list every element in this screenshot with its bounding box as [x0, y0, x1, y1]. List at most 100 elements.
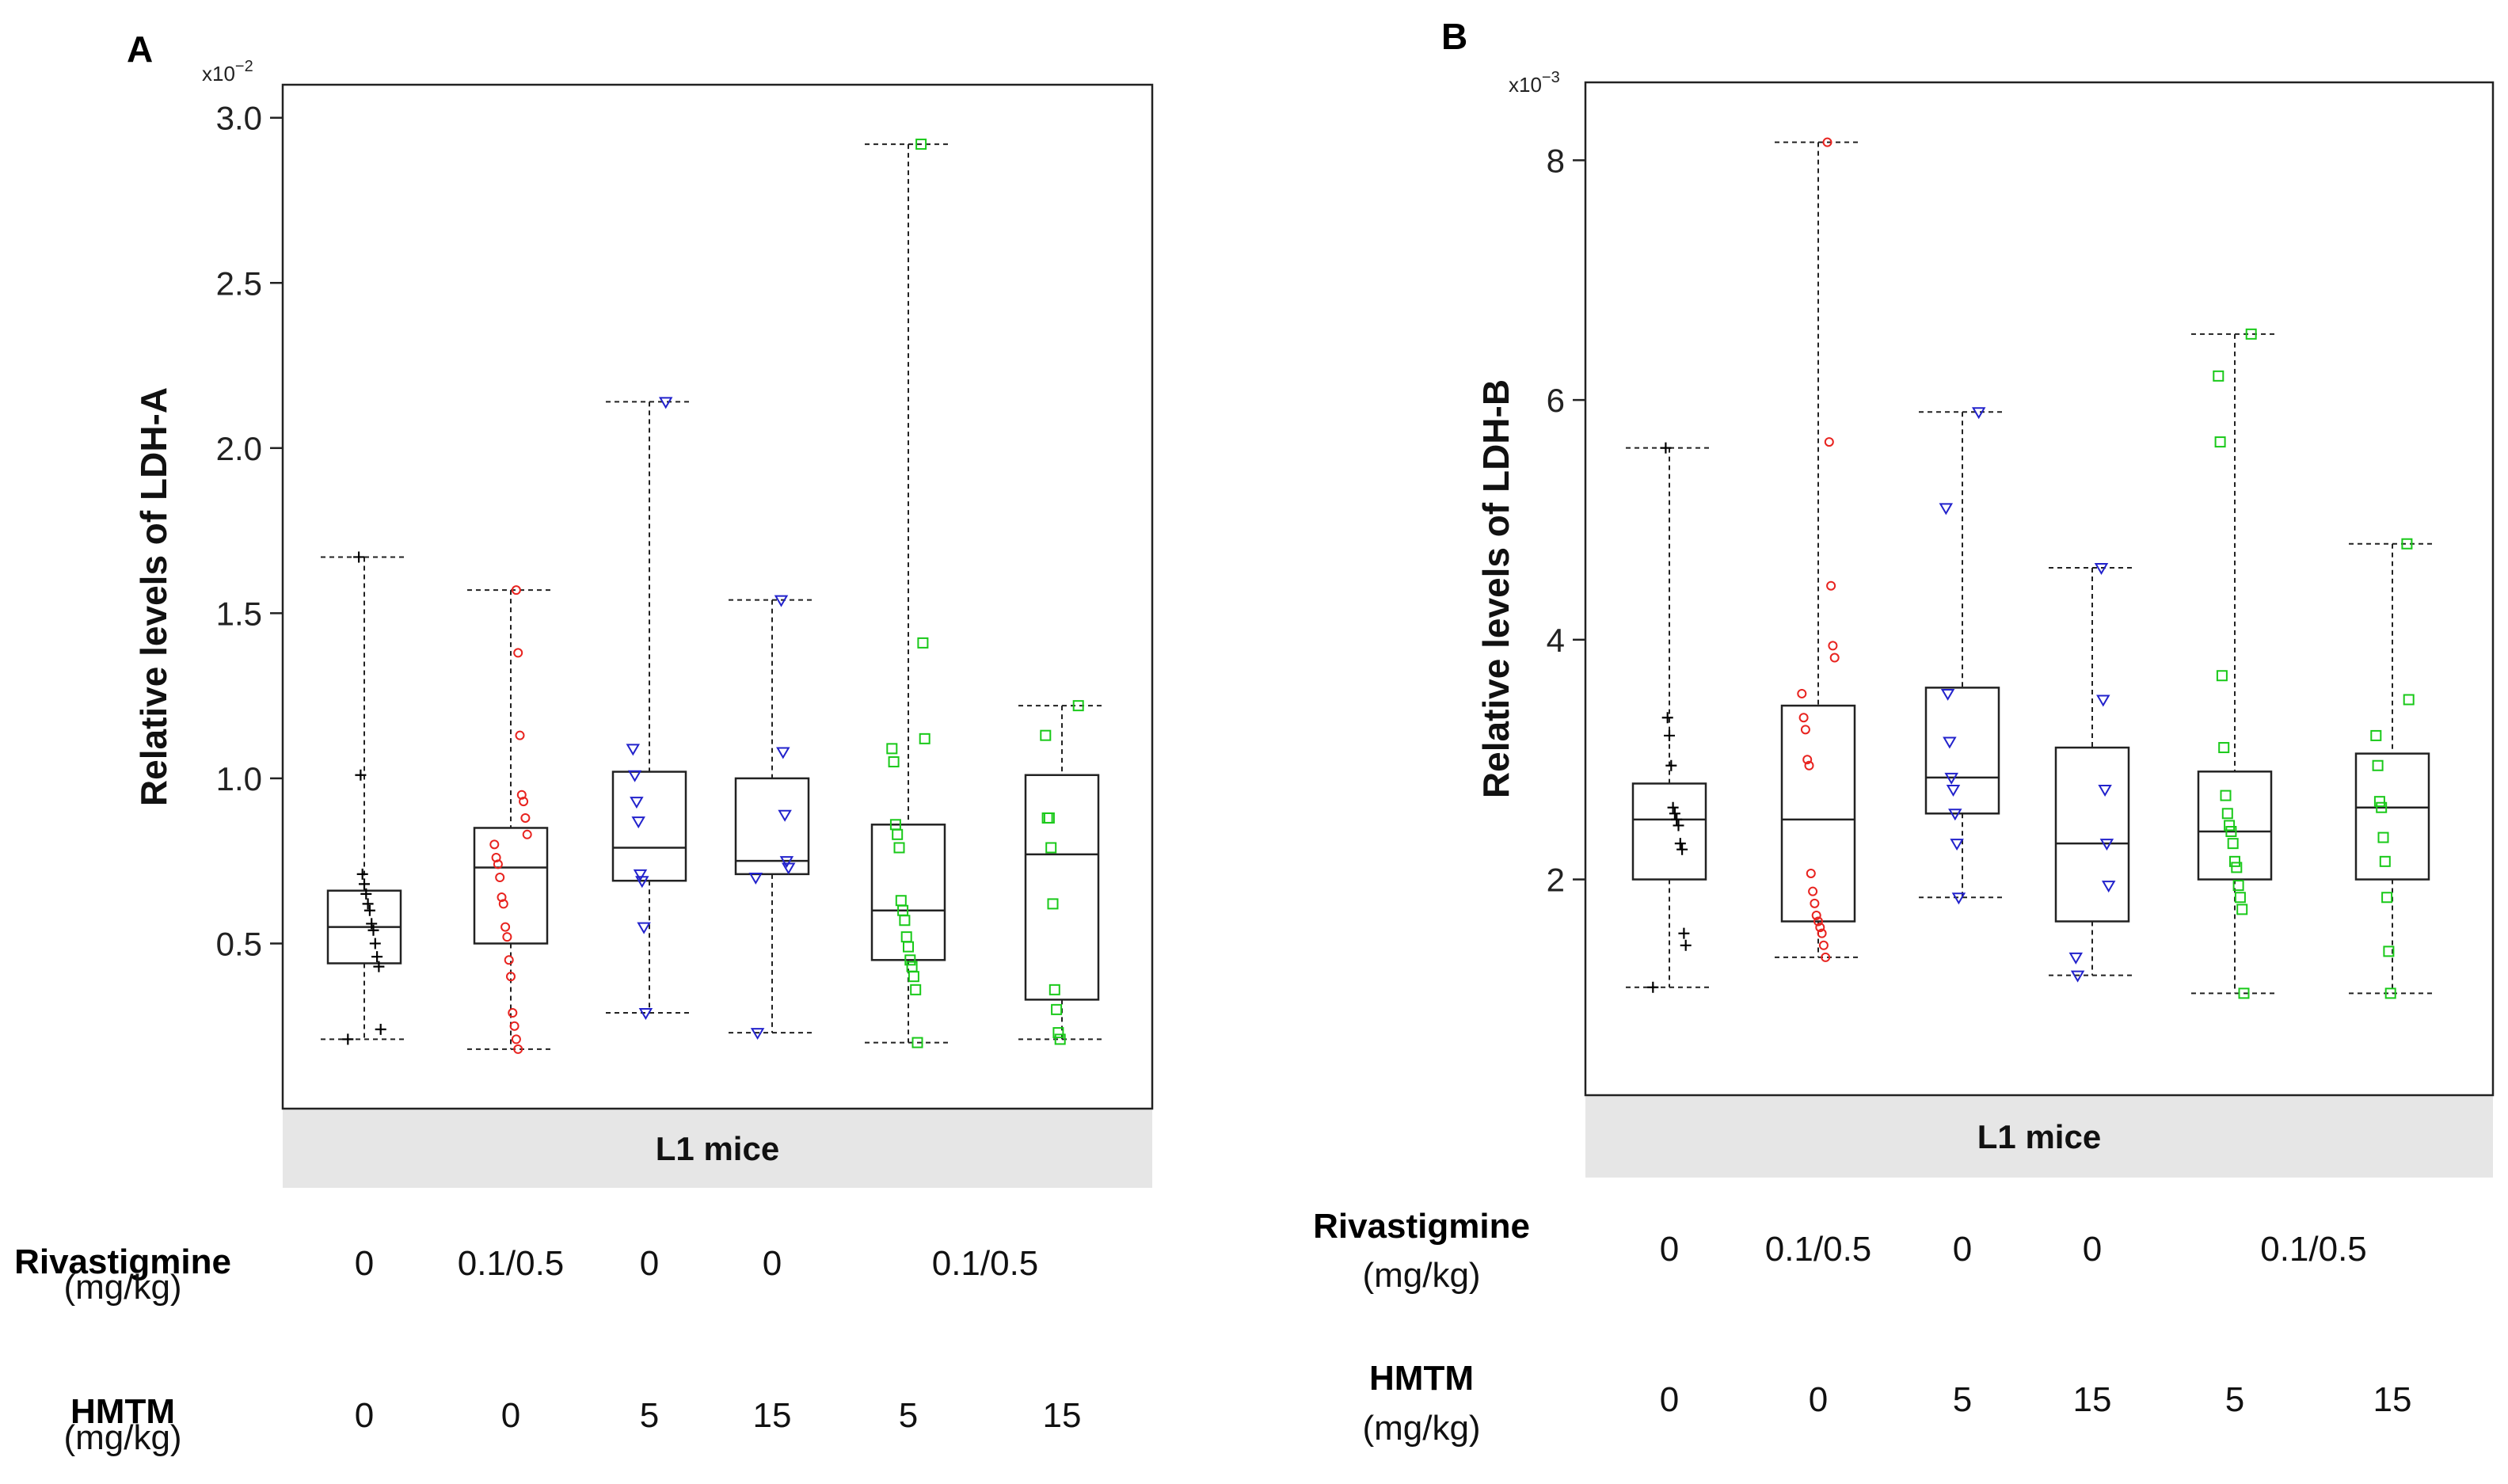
data-point	[1664, 729, 1675, 741]
rivastigmine-row-unit: (mg/kg)	[63, 1268, 181, 1307]
plot-frame	[1584, 81, 2495, 1097]
data-point	[2379, 855, 2391, 867]
data-point	[2225, 826, 2237, 838]
iqr-box	[473, 827, 549, 945]
data-point	[2232, 880, 2244, 892]
y-tick-label: 1.5	[216, 595, 262, 632]
data-point	[1813, 916, 1823, 927]
data-point	[1824, 437, 1834, 447]
data-point	[658, 397, 673, 409]
data-point	[489, 839, 500, 850]
rivastigmine-row-unit: (mg/kg)	[1362, 1256, 1480, 1295]
data-point	[2214, 436, 2226, 448]
data-point	[493, 859, 503, 869]
rivastigmine-value-spanning: 0.1/0.5	[932, 1244, 1039, 1283]
data-point	[1052, 1027, 1064, 1039]
hmtm-value: 15	[2373, 1380, 2412, 1419]
data-point	[511, 585, 521, 596]
data-point	[1940, 688, 1955, 701]
data-point	[367, 924, 379, 936]
data-point	[626, 744, 641, 756]
data-point	[508, 1008, 518, 1018]
y-exponent-label: x10−3	[1509, 69, 1560, 97]
y-tick-label: 6	[1547, 382, 1565, 419]
data-point	[2094, 563, 2109, 575]
data-point	[363, 904, 375, 916]
hmtm-value: 15	[753, 1396, 792, 1435]
data-point	[2381, 892, 2393, 904]
data-point	[1800, 725, 1810, 735]
data-point	[1040, 729, 1052, 741]
data-point	[1818, 940, 1829, 950]
data-point	[2101, 881, 2116, 893]
data-point	[888, 756, 900, 768]
data-point	[895, 895, 907, 907]
rivastigmine-row-label: Rivastigmine	[1313, 1207, 1530, 1246]
data-point	[633, 869, 648, 881]
iqr-box	[870, 824, 946, 961]
hmtm-value: 0	[355, 1396, 374, 1435]
data-point	[2227, 838, 2239, 850]
data-point	[497, 892, 507, 903]
data-point	[2096, 694, 2110, 707]
data-point	[520, 812, 531, 823]
data-point	[360, 888, 372, 900]
panel-letter: A	[127, 29, 153, 70]
data-point	[1041, 812, 1053, 824]
data-point	[903, 941, 914, 953]
iqr-box	[1924, 687, 2000, 815]
data-point	[495, 873, 505, 883]
data-point	[1943, 736, 1957, 749]
data-point	[781, 862, 796, 875]
data-point	[630, 797, 644, 809]
data-point	[638, 1008, 653, 1021]
y-axis-label: Relative levels of LDH-A	[133, 387, 174, 806]
data-point	[2401, 538, 2413, 550]
data-point	[2068, 952, 2084, 965]
iqr-box	[2354, 752, 2430, 881]
data-point	[1944, 772, 1958, 785]
data-point	[491, 853, 501, 863]
data-point	[2373, 796, 2385, 808]
iqr-box	[2197, 771, 2273, 881]
y-tick-label: 4	[1547, 622, 1565, 659]
hmtm-row-label: HMTM	[1369, 1359, 1474, 1398]
data-point	[353, 551, 365, 563]
data-point	[515, 730, 525, 740]
iqr-box	[2054, 746, 2130, 923]
y-tick-label: 3.0	[216, 100, 262, 137]
data-point	[1676, 843, 1688, 855]
iqr-box	[611, 771, 687, 882]
data-point	[1673, 820, 1684, 831]
data-point	[2372, 759, 2384, 771]
data-point	[2099, 839, 2114, 851]
data-point	[356, 868, 368, 880]
data-point	[502, 932, 512, 942]
data-point	[908, 971, 919, 983]
hmtm-value: 0	[501, 1396, 520, 1435]
data-point	[513, 1044, 523, 1054]
hmtm-value: 15	[1043, 1396, 1082, 1435]
hmtm-row-unit: (mg/kg)	[1362, 1409, 1480, 1448]
data-point	[1948, 809, 1962, 821]
data-point	[1047, 898, 1059, 910]
data-point	[2220, 790, 2232, 801]
data-point	[1054, 1033, 1066, 1045]
hmtm-value: 5	[2225, 1380, 2244, 1419]
data-point	[1678, 927, 1690, 939]
data-point	[906, 961, 918, 972]
data-point	[889, 819, 901, 831]
data-point	[2384, 987, 2396, 999]
data-point	[362, 898, 374, 910]
iqr-box	[1631, 782, 1707, 881]
data-point	[1810, 898, 1820, 908]
data-point	[1946, 785, 1961, 797]
y-tick-label: 2	[1547, 862, 1565, 899]
data-point	[1665, 759, 1677, 771]
data-point	[1661, 712, 1673, 724]
y-tick-label: 1.0	[216, 760, 262, 797]
rivastigmine-value: 0	[1660, 1230, 1679, 1269]
data-point	[500, 922, 511, 932]
y-tick-label: 2.0	[216, 430, 262, 467]
